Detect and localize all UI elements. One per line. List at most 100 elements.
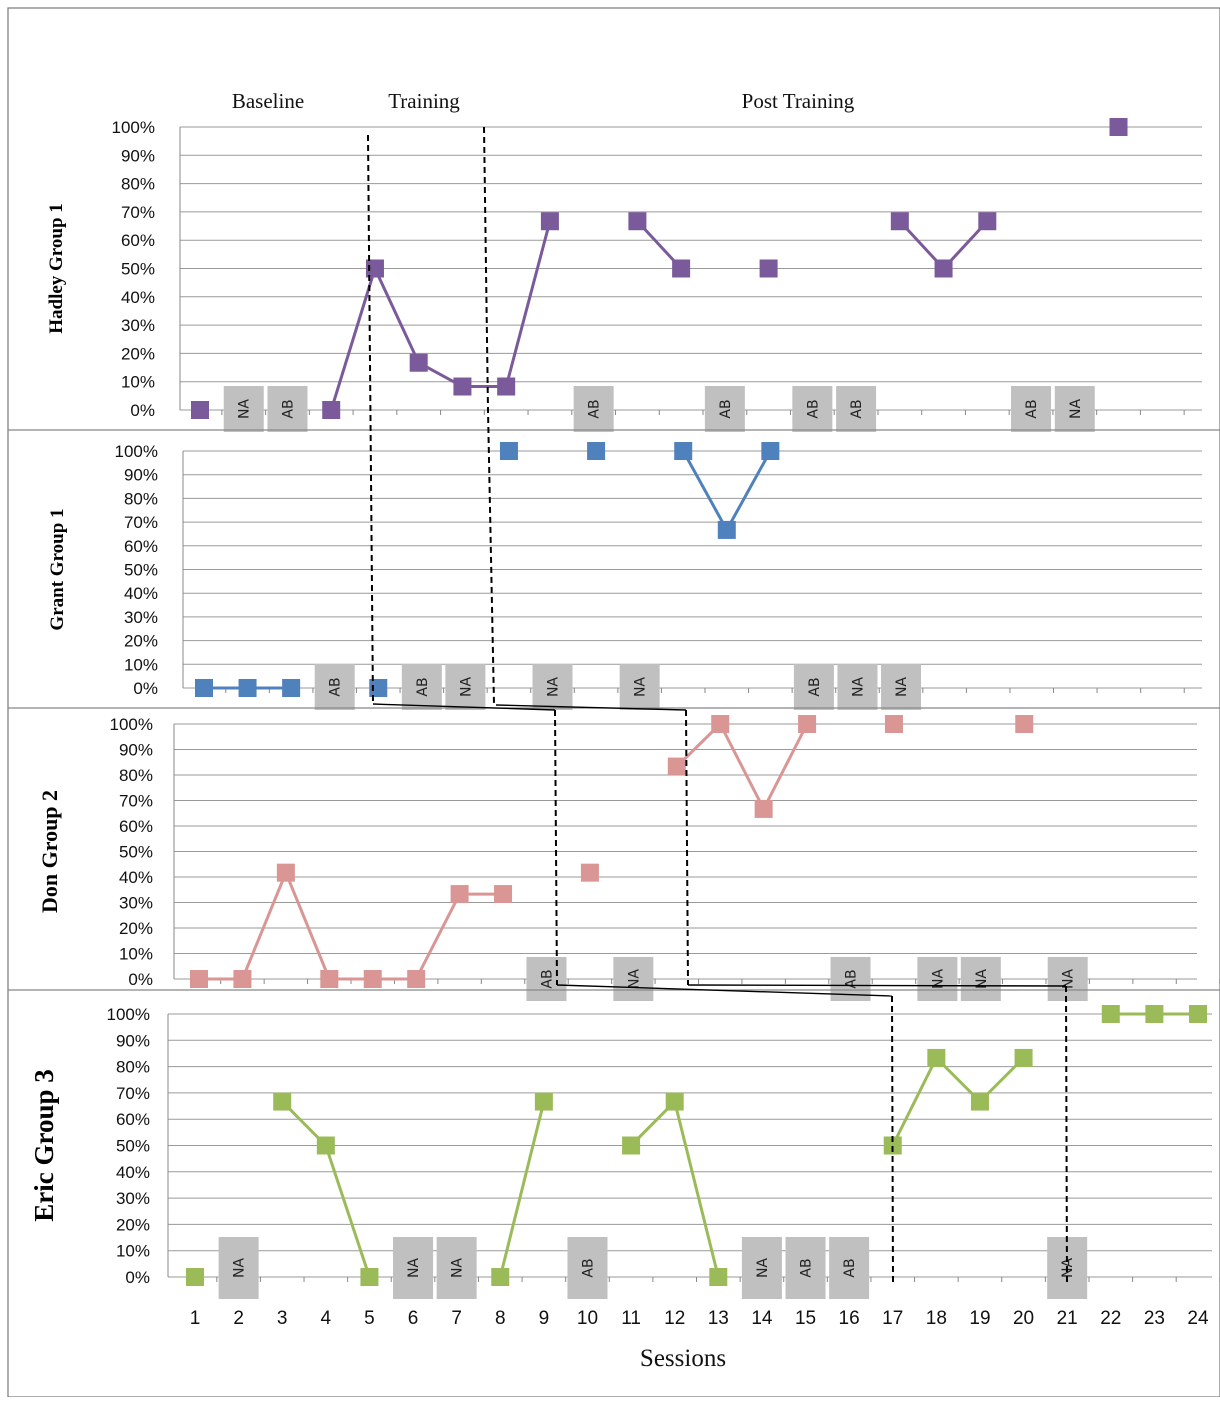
x-tick-label: 8: [495, 1308, 506, 1329]
y-tick-label: 0%: [125, 1268, 150, 1287]
data-point: [1109, 118, 1128, 136]
annotation-box-ab: AB: [573, 386, 614, 432]
x-tick-label: 4: [321, 1308, 332, 1329]
data-point: [667, 757, 686, 776]
annotation-box-ab: AB: [792, 386, 833, 432]
phase-line-2-step2: [687, 984, 1067, 987]
annotation-box-bg: [792, 386, 833, 432]
y-tick-label: 40%: [124, 584, 158, 603]
data-point: [1145, 1005, 1164, 1023]
annotation-box-bg: [704, 386, 745, 432]
data-point: [369, 679, 388, 697]
data-point: [1015, 715, 1034, 733]
y-tick-label: 90%: [121, 146, 155, 165]
data-point: [407, 970, 426, 988]
phase-line-2-lower: [685, 709, 689, 986]
y-tick-label: 40%: [121, 288, 155, 307]
x-tick-label: 17: [882, 1308, 903, 1329]
x-tick-label: 24: [1187, 1308, 1209, 1329]
phase-label-baseline: Baseline: [232, 89, 304, 113]
y-tick-label: 30%: [116, 1189, 150, 1208]
annotation-box-ab: AB: [704, 386, 745, 432]
data-point: [761, 442, 780, 460]
annotation-box-bg: [445, 664, 486, 710]
data-point: [497, 377, 516, 396]
y-tick-label: 10%: [124, 655, 158, 674]
series-segment: [324, 1145, 371, 1278]
annotation-box-bg: [573, 386, 614, 432]
x-tick-label: 2: [233, 1308, 244, 1329]
data-point: [190, 970, 208, 988]
x-tick-label: 1: [190, 1308, 201, 1329]
data-point: [499, 442, 518, 460]
annotation-box-bg: [267, 386, 308, 432]
phase-line-1: [367, 134, 374, 705]
annotation-label: AB: [842, 1258, 858, 1277]
x-tick-label: 15: [795, 1308, 816, 1329]
annotation-label: AB: [415, 677, 431, 696]
annotation-box-bg: [393, 1237, 434, 1299]
phase-line-2: [483, 126, 495, 705]
annotation-label: AB: [1024, 399, 1040, 418]
annotation-box-na: NA: [1047, 957, 1088, 1001]
data-point: [316, 1136, 335, 1155]
phase-label-post-training: Post Training: [742, 89, 855, 113]
x-tick-label: 21: [1057, 1308, 1078, 1329]
y-tick-label: 80%: [124, 489, 158, 508]
phase-line-1-bottom: [891, 995, 894, 1286]
annotation-label: NA: [930, 969, 946, 989]
y-tick-label: 50%: [116, 1137, 150, 1156]
x-tick-label: 22: [1100, 1308, 1121, 1329]
data-point: [978, 212, 997, 231]
data-point: [540, 212, 559, 231]
x-tick-label: 14: [751, 1308, 773, 1329]
annotation-box-bg: [1047, 957, 1088, 1001]
data-point: [238, 679, 257, 697]
annotation-label: AB: [718, 399, 734, 418]
data-point: [883, 1136, 902, 1155]
annotation-box-bg: [218, 1237, 259, 1299]
y-tick-label: 60%: [124, 537, 158, 556]
annotation-box-bg: [532, 664, 573, 710]
y-tick-label: 80%: [119, 766, 153, 785]
series-segment: [891, 1057, 938, 1147]
annotation-label: AB: [799, 1258, 815, 1277]
annotation-label: AB: [580, 1258, 596, 1277]
panel-title: Grant Group 1: [47, 508, 68, 630]
data-point: [970, 1092, 989, 1111]
figure-border: [7, 7, 1220, 1398]
data-point: [711, 715, 730, 733]
series-segment: [681, 450, 729, 531]
panel-eric-group-3: 0% 10% 20% 30% 40% 50% 60% 70% 80% 90% 100% Eric Gr…: [29, 1005, 1220, 1299]
panel-hadley-group-1: 0% 10% 20% 30% 40% 50% 60% 70% 80% 90% 100% Hadley …: [46, 118, 1202, 432]
data-point: [195, 679, 213, 697]
annotation-box-ab: AB: [314, 664, 355, 710]
y-tick-label: 10%: [119, 945, 153, 964]
annotation-box-na: NA: [741, 1237, 782, 1299]
annotation-box-na: NA: [393, 1237, 434, 1299]
series-segment: [762, 723, 809, 810]
data-point: [1101, 1005, 1120, 1023]
annotation-box-ab: AB: [526, 957, 567, 1001]
data-point: [927, 1048, 946, 1067]
data-point: [759, 259, 778, 278]
data-point: [534, 1092, 553, 1111]
phase-line-2-step: [495, 704, 687, 711]
y-tick-label: 30%: [124, 608, 158, 627]
series-segment: [329, 268, 377, 411]
y-tick-label: 20%: [116, 1215, 150, 1234]
annotation-box-bg: [960, 957, 1001, 1001]
data-point: [665, 1092, 684, 1111]
annotation-box-na: NA: [436, 1237, 477, 1299]
x-tick-label: 5: [364, 1308, 375, 1329]
annotation-box-bg: [785, 1237, 826, 1299]
annotation-label: NA: [546, 677, 562, 697]
x-tick-label: 6: [408, 1308, 419, 1329]
y-tick-label: 100%: [110, 715, 153, 734]
y-tick-label: 90%: [124, 466, 158, 485]
annotation-box-bg: [881, 664, 922, 710]
x-tick-label: 12: [664, 1308, 685, 1329]
data-point: [491, 1268, 510, 1286]
data-point: [409, 353, 428, 372]
annotation-box-bg: [1054, 386, 1095, 432]
